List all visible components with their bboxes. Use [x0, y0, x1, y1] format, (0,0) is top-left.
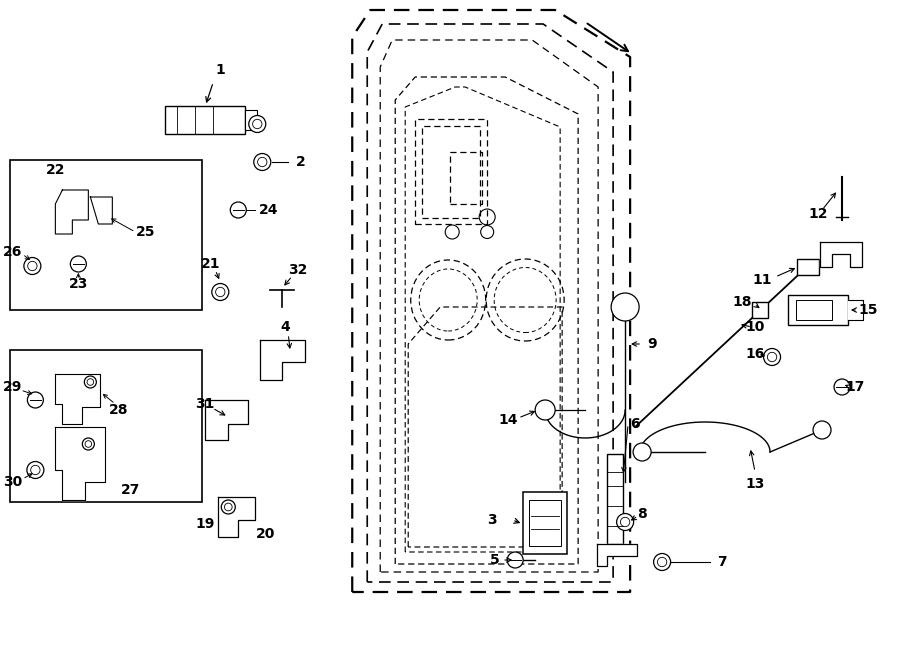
Text: 21: 21: [201, 257, 220, 271]
Text: 10: 10: [745, 320, 765, 334]
Polygon shape: [90, 197, 112, 224]
Polygon shape: [597, 544, 637, 566]
Polygon shape: [205, 400, 248, 440]
Circle shape: [633, 443, 651, 461]
Text: 14: 14: [499, 413, 517, 427]
Text: 29: 29: [3, 380, 22, 394]
Circle shape: [27, 392, 43, 408]
Bar: [246, 110, 257, 130]
Text: 3: 3: [488, 513, 497, 527]
Circle shape: [248, 115, 266, 132]
Text: 12: 12: [808, 207, 828, 221]
Circle shape: [616, 514, 634, 530]
Circle shape: [221, 500, 235, 514]
Bar: [529, 500, 561, 546]
Circle shape: [85, 376, 96, 388]
Bar: [608, 454, 623, 544]
Circle shape: [24, 258, 40, 275]
Text: 18: 18: [733, 295, 751, 309]
Circle shape: [536, 400, 555, 420]
Polygon shape: [260, 340, 305, 380]
Text: 32: 32: [289, 263, 308, 277]
Bar: [422, 126, 481, 218]
Text: 8: 8: [637, 507, 647, 521]
Polygon shape: [56, 374, 100, 424]
Text: 20: 20: [256, 527, 275, 541]
Circle shape: [70, 256, 86, 272]
Circle shape: [813, 421, 831, 439]
Text: 16: 16: [745, 347, 765, 361]
Circle shape: [212, 283, 229, 301]
Text: 28: 28: [109, 403, 128, 417]
Text: 1: 1: [215, 63, 225, 77]
Text: 27: 27: [121, 483, 140, 497]
Text: 26: 26: [3, 245, 22, 259]
Text: 22: 22: [46, 163, 65, 177]
Bar: [11, 160, 202, 310]
Circle shape: [834, 379, 850, 395]
Bar: [788, 295, 848, 325]
Text: 17: 17: [845, 380, 865, 394]
Bar: [523, 492, 567, 554]
Text: 25: 25: [136, 225, 155, 239]
Text: 9: 9: [647, 337, 657, 351]
Bar: [11, 350, 202, 502]
Text: 11: 11: [752, 273, 772, 287]
Polygon shape: [219, 497, 256, 537]
Text: 19: 19: [195, 517, 215, 531]
Circle shape: [653, 553, 670, 571]
Text: 5: 5: [491, 553, 500, 567]
Text: 24: 24: [258, 203, 278, 217]
Circle shape: [508, 552, 523, 568]
Bar: [752, 302, 768, 318]
Text: 7: 7: [717, 555, 727, 569]
Text: 23: 23: [68, 277, 88, 291]
Bar: [450, 152, 482, 204]
Bar: [415, 119, 487, 224]
Circle shape: [230, 202, 247, 218]
Text: 15: 15: [859, 303, 877, 317]
Circle shape: [27, 461, 44, 479]
Circle shape: [763, 348, 780, 365]
Polygon shape: [820, 242, 862, 267]
Polygon shape: [848, 300, 863, 320]
Text: 31: 31: [195, 397, 215, 411]
Bar: [796, 300, 832, 320]
Text: 13: 13: [745, 477, 765, 491]
Circle shape: [83, 438, 94, 450]
Circle shape: [611, 293, 639, 321]
Bar: [166, 106, 246, 134]
Text: 2: 2: [295, 155, 305, 169]
Polygon shape: [56, 427, 105, 500]
Circle shape: [254, 154, 271, 171]
Text: 6: 6: [630, 417, 640, 431]
Polygon shape: [56, 190, 88, 234]
Bar: [797, 259, 819, 275]
Text: 30: 30: [3, 475, 22, 489]
Text: 4: 4: [281, 320, 290, 334]
